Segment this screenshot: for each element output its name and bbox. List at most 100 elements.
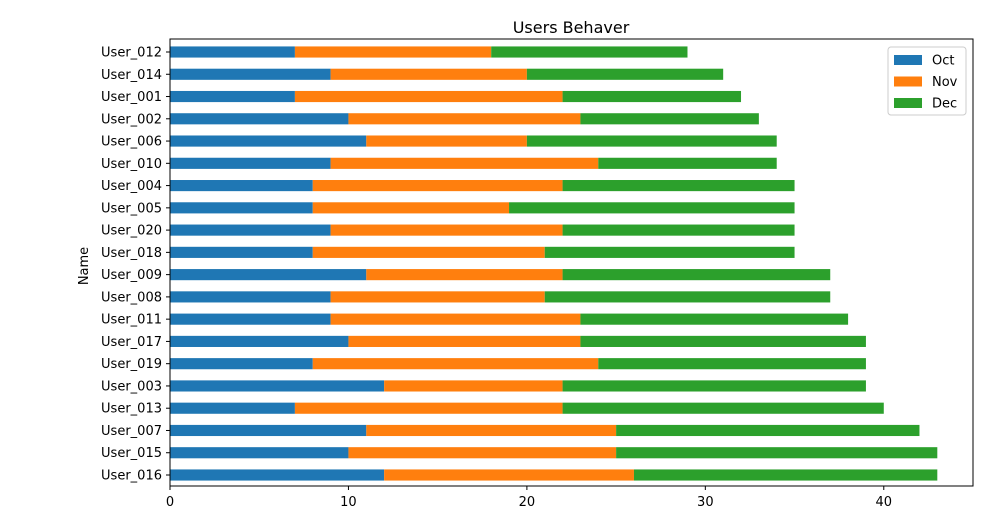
bar-oct-user-012 bbox=[170, 46, 295, 58]
bar-oct-user-019 bbox=[170, 358, 313, 370]
x-tick-label: 40 bbox=[876, 495, 893, 510]
bar-nov-user-011 bbox=[330, 313, 581, 325]
bar-oct-user-010 bbox=[170, 157, 331, 169]
bar-oct-user-002 bbox=[170, 113, 349, 125]
plot-frame bbox=[169, 38, 974, 487]
y-tick-label: User_006 bbox=[101, 135, 162, 150]
bar-dec-user-019 bbox=[598, 358, 866, 370]
bar-dec-user-003 bbox=[562, 380, 866, 392]
bar-dec-user-011 bbox=[580, 313, 849, 325]
bar-dec-user-010 bbox=[598, 157, 777, 169]
bar-nov-user-010 bbox=[330, 157, 599, 169]
bar-nov-user-017 bbox=[348, 335, 581, 347]
y-tick-label: User_016 bbox=[101, 469, 162, 484]
y-tick-label: User_019 bbox=[101, 357, 162, 372]
bar-oct-user-020 bbox=[170, 224, 331, 236]
y-axis-title: Name bbox=[77, 247, 92, 285]
chart-title: Users Behaver bbox=[513, 18, 630, 37]
bar-dec-user-008 bbox=[544, 291, 831, 303]
y-tick-label: User_009 bbox=[101, 268, 162, 283]
bar-oct-user-006 bbox=[170, 135, 367, 147]
bar-nov-user-004 bbox=[312, 180, 563, 192]
y-tick-label: User_010 bbox=[101, 157, 162, 172]
bar-nov-user-016 bbox=[384, 469, 634, 481]
bar-oct-user-005 bbox=[170, 202, 313, 214]
legend-swatch-dec bbox=[894, 98, 922, 108]
bar-oct-user-014 bbox=[170, 68, 331, 80]
y-tick-label: User_014 bbox=[101, 68, 162, 83]
bar-dec-user-009 bbox=[562, 269, 831, 281]
y-tick-label: User_002 bbox=[101, 112, 162, 127]
bar-oct-user-008 bbox=[170, 291, 331, 303]
bar-oct-user-001 bbox=[170, 90, 295, 103]
bar-oct-user-017 bbox=[170, 335, 349, 347]
bar-oct-user-018 bbox=[170, 246, 313, 258]
legend: Oct Nov Dec bbox=[887, 46, 967, 116]
bar-dec-user-018 bbox=[544, 246, 795, 258]
bar-nov-user-007 bbox=[366, 424, 617, 437]
bar-dec-user-002 bbox=[580, 113, 759, 125]
legend-label-nov: Nov bbox=[932, 75, 958, 90]
bar-dec-user-006 bbox=[526, 135, 777, 147]
bar-oct-user-009 bbox=[170, 269, 367, 281]
bar-nov-user-020 bbox=[330, 224, 563, 236]
bar-nov-user-012 bbox=[294, 46, 492, 58]
y-tick-label: User_004 bbox=[101, 179, 162, 194]
legend-swatch-oct bbox=[894, 55, 922, 65]
y-tick-label: User_003 bbox=[101, 379, 162, 394]
bar-nov-user-008 bbox=[330, 291, 545, 303]
y-tick-label: User_013 bbox=[101, 402, 162, 417]
bar-dec-user-001 bbox=[562, 90, 742, 103]
bar-oct-user-007 bbox=[170, 424, 367, 437]
x-tick-label: 0 bbox=[166, 495, 174, 510]
x-tick-label: 10 bbox=[340, 495, 357, 510]
bar-dec-user-015 bbox=[616, 447, 938, 459]
bar-oct-user-015 bbox=[170, 447, 349, 459]
bar-dec-user-016 bbox=[633, 469, 938, 481]
legend-label-oct: Oct bbox=[932, 54, 954, 69]
y-tick-label: User_012 bbox=[101, 46, 162, 61]
x-tick-label: 20 bbox=[519, 495, 536, 510]
y-tick-label: User_017 bbox=[101, 335, 162, 350]
bar-dec-user-004 bbox=[562, 180, 795, 192]
bar-dec-user-020 bbox=[562, 224, 795, 236]
bar-dec-user-007 bbox=[616, 424, 920, 437]
y-tick-label: User_001 bbox=[101, 90, 162, 105]
x-axis-ticks: 0 10 20 30 40 bbox=[166, 486, 892, 510]
bar-nov-user-001 bbox=[294, 90, 563, 103]
legend-swatch-nov bbox=[894, 76, 922, 87]
y-tick-label: User_011 bbox=[101, 313, 162, 328]
y-tick-label: User_007 bbox=[101, 424, 162, 439]
bar-dec-user-005 bbox=[509, 202, 795, 214]
bar-nov-user-005 bbox=[312, 202, 510, 214]
bar-nov-user-002 bbox=[348, 113, 581, 125]
legend-label-dec: Dec bbox=[932, 97, 957, 112]
bar-dec-user-013 bbox=[562, 402, 884, 414]
bar-nov-user-006 bbox=[366, 135, 527, 147]
y-tick-label: User_008 bbox=[101, 290, 162, 305]
bar-dec-user-017 bbox=[580, 335, 866, 347]
y-tick-label: User_015 bbox=[101, 446, 162, 461]
bar-oct-user-011 bbox=[170, 313, 331, 325]
bar-dec-user-014 bbox=[526, 68, 724, 80]
y-tick-label: User_020 bbox=[101, 224, 162, 239]
bar-nov-user-009 bbox=[366, 269, 563, 281]
bar-dec-user-012 bbox=[491, 46, 688, 58]
bar-oct-user-003 bbox=[170, 380, 385, 392]
bar-nov-user-015 bbox=[348, 447, 617, 459]
bar-nov-user-014 bbox=[330, 68, 527, 80]
bar-oct-user-016 bbox=[170, 469, 385, 481]
y-axis-ticks: User_016 User_015 User_007 User_013 User_003… bbox=[101, 46, 170, 484]
y-tick-label: User_005 bbox=[101, 201, 162, 216]
bar-oct-user-004 bbox=[170, 180, 313, 192]
y-tick-label: User_018 bbox=[101, 246, 162, 261]
bar-nov-user-003 bbox=[384, 380, 563, 392]
bar-nov-user-018 bbox=[312, 246, 545, 258]
bars-group bbox=[170, 46, 938, 481]
bar-nov-user-013 bbox=[294, 402, 563, 414]
x-tick-label: 30 bbox=[697, 495, 714, 510]
bar-nov-user-019 bbox=[312, 358, 599, 370]
bar-oct-user-013 bbox=[170, 402, 295, 414]
